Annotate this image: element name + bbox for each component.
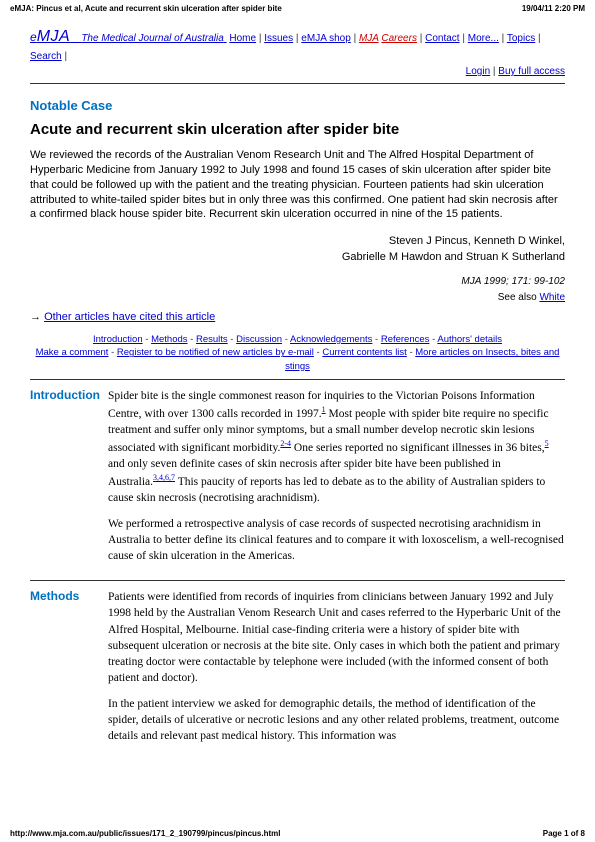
nav-buy[interactable]: Buy full access: [498, 66, 565, 77]
nav-mja-careers[interactable]: MJA Careers: [359, 33, 417, 44]
page-footer: http://www.mja.com.au/public/issues/171_…: [10, 829, 585, 838]
abstract: We reviewed the records of the Australia…: [30, 148, 565, 222]
nav-more[interactable]: More...: [468, 33, 499, 44]
cited-by-line: → Other articles have cited this article: [30, 311, 565, 323]
toc-intro[interactable]: Introduction: [93, 334, 143, 345]
nav-home[interactable]: Home: [229, 33, 256, 44]
ref-2-4[interactable]: 2-4: [280, 439, 291, 448]
cited-link[interactable]: Other articles have cited this article: [44, 311, 215, 323]
toc-methods[interactable]: Methods: [151, 334, 187, 345]
methods-section: Methods Patients were identified from re…: [30, 580, 565, 754]
toc-contents[interactable]: Current contents list: [322, 347, 406, 358]
page-header: eMJA: Pincus et al, Acute and recurrent …: [0, 0, 595, 15]
toc-results[interactable]: Results: [196, 334, 228, 345]
nav-login[interactable]: Login: [466, 66, 490, 77]
nav-contact[interactable]: Contact: [425, 33, 459, 44]
toc-acks[interactable]: Acknowledgements: [290, 334, 372, 345]
introduction-section: Introduction Spider bite is the single c…: [30, 379, 565, 574]
see-also: See also White: [30, 292, 565, 303]
citation: MJA 1999; 171: 99-102: [30, 275, 565, 288]
ref-3467[interactable]: 3,4,6,7: [153, 473, 175, 482]
see-also-link[interactable]: White: [539, 292, 565, 303]
journal-nav-bar: eMJA The Medical Journal of Australia Ho…: [30, 25, 565, 84]
toc-authors[interactable]: Authors' details: [437, 334, 502, 345]
toc-discussion[interactable]: Discussion: [236, 334, 282, 345]
authors-line-1: Steven J Pincus, Kenneth D Winkel,: [30, 234, 565, 249]
toc-block: Introduction - Methods - Results - Discu…: [30, 333, 565, 373]
header-right: 19/04/11 2:20 PM: [522, 4, 585, 13]
nav-topics[interactable]: Topics: [507, 33, 535, 44]
main-content: eMJA The Medical Journal of Australia Ho…: [0, 15, 595, 754]
nav-search[interactable]: Search: [30, 51, 62, 62]
ref-5[interactable]: 5: [545, 439, 549, 448]
toc-refs[interactable]: References: [381, 334, 430, 345]
authors-line-2: Gabrielle M Hawdon and Struan K Sutherla…: [30, 250, 565, 265]
nav-issues[interactable]: Issues: [264, 33, 293, 44]
intro-label: Introduction: [30, 388, 108, 574]
journal-title[interactable]: eMJA The Medical Journal of Australia: [30, 33, 227, 44]
header-left: eMJA: Pincus et al, Acute and recurrent …: [10, 4, 282, 13]
methods-body: Patients were identified from records of…: [108, 589, 565, 754]
toc-notify[interactable]: Register to be notified of new articles …: [117, 347, 314, 358]
methods-label: Methods: [30, 589, 108, 754]
toc-comment[interactable]: Make a comment: [36, 347, 109, 358]
authors-block: Steven J Pincus, Kenneth D Winkel, Gabri…: [30, 234, 565, 265]
section-label: Notable Case: [30, 98, 565, 113]
article-title: Acute and recurrent skin ulceration afte…: [30, 121, 565, 138]
footer-url: http://www.mja.com.au/public/issues/171_…: [10, 829, 280, 838]
footer-page: Page 1 of 8: [543, 829, 585, 838]
nav-shop[interactable]: eMJA shop: [301, 33, 350, 44]
intro-body: Spider bite is the single commonest reas…: [108, 388, 565, 574]
